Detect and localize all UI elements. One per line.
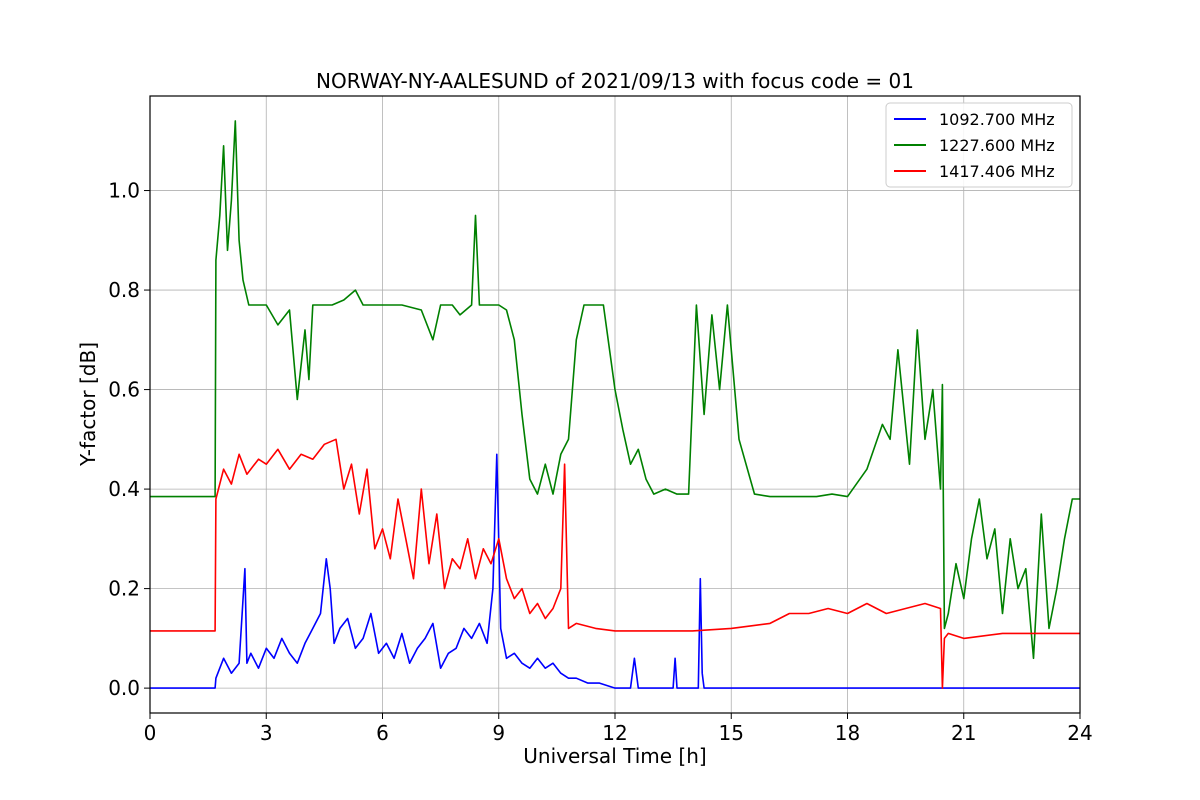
y-axis-label: Y-factor [dB] [76,342,100,467]
x-tick-label: 21 [951,721,976,745]
x-tick-label: 0 [144,721,157,745]
x-tick-label: 12 [602,721,627,745]
y-tick-label: 0.4 [108,477,140,501]
legend: 1092.700 MHz 1227.600 MHz 1417.406 MHz [885,102,1073,188]
y-axis: 0.0 0.2 0.4 0.6 0.8 1.0 [108,179,150,700]
legend-label: 1417.406 MHz [939,162,1055,181]
x-tick-label: 6 [376,721,389,745]
y-tick-label: 0.0 [108,676,140,700]
x-tick-label: 18 [835,721,860,745]
x-tick-label: 3 [260,721,273,745]
legend-box [885,102,1073,188]
y-tick-label: 0.6 [108,378,140,402]
x-axis: 0 3 6 9 12 15 18 21 24 [144,713,1093,745]
series-line-3 [150,438,1080,689]
x-tick-label: 15 [719,721,744,745]
y-tick-label: 0.2 [108,577,140,601]
series-layer [150,120,1080,689]
series-line-1 [150,453,1080,689]
x-tick-label: 24 [1067,721,1092,745]
legend-label: 1092.700 MHz [939,110,1055,129]
series-line-2 [150,120,1080,660]
legend-label: 1227.600 MHz [939,136,1055,155]
chart-title: NORWAY-NY-AALESUND of 2021/09/13 with fo… [316,69,914,93]
y-tick-label: 1.0 [108,179,140,203]
x-axis-label: Universal Time [h] [523,744,706,768]
x-tick-label: 9 [492,721,505,745]
y-tick-label: 0.8 [108,278,140,302]
